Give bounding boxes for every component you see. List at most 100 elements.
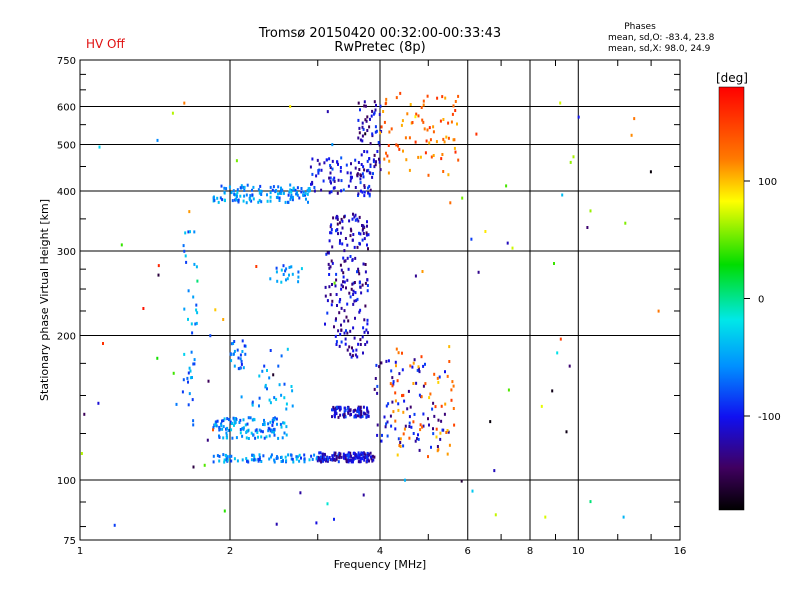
data-point-1341	[175, 402, 178, 406]
data-point-959	[335, 272, 338, 276]
data-point-847	[340, 306, 343, 310]
data-point-246	[358, 131, 361, 135]
data-point-391	[256, 431, 259, 434]
data-point-482	[298, 453, 301, 457]
data-point-458	[263, 423, 266, 427]
data-point-36	[242, 185, 245, 189]
data-point-229	[374, 108, 377, 112]
phase-o-mode-stats: mean, sd,O: -83.4, 23.8	[608, 33, 715, 43]
y-tick-label-4: 400	[57, 187, 76, 198]
data-point-596	[369, 451, 372, 455]
data-point-263	[375, 103, 377, 107]
data-point-261	[356, 173, 359, 177]
data-point-872	[366, 224, 368, 228]
phases-heading: Phases	[624, 22, 656, 32]
data-point-494	[251, 453, 254, 457]
data-point-708	[320, 460, 323, 464]
data-point-247	[379, 168, 382, 172]
data-point-1074	[422, 424, 425, 428]
data-point-471	[213, 423, 216, 427]
data-point-357	[397, 144, 399, 148]
data-point-1246	[275, 397, 278, 401]
data-point-1336	[268, 427, 271, 431]
data-point-139	[311, 172, 314, 176]
data-point-976	[330, 228, 333, 231]
data-point-461	[267, 429, 270, 433]
data-point-1078	[443, 412, 446, 416]
data-point-952	[331, 283, 333, 286]
data-point-23	[258, 191, 261, 195]
data-point-128	[233, 192, 236, 196]
data-point-1148	[194, 322, 197, 326]
data-point-1004	[415, 381, 418, 385]
data-point-1196	[230, 359, 233, 363]
data-point-192	[330, 190, 333, 194]
data-point-46	[243, 189, 246, 192]
data-point-650	[335, 454, 338, 458]
data-point-292	[388, 130, 391, 134]
data-point-344	[435, 140, 438, 144]
data-point-345	[447, 136, 450, 140]
data-point-998	[343, 309, 346, 313]
data-point-331	[385, 97, 388, 101]
data-point-1139	[428, 396, 431, 400]
data-point-469	[228, 418, 231, 421]
data-point-271	[366, 129, 369, 132]
data-point-511	[250, 458, 253, 462]
data-point-1129	[433, 372, 436, 376]
data-point-942	[367, 331, 369, 335]
data-point-77	[288, 190, 291, 194]
data-point-1176	[187, 317, 189, 321]
data-point-264	[373, 153, 376, 157]
data-point-1172	[193, 358, 196, 362]
data-point-11	[243, 194, 246, 198]
data-point-1006	[375, 363, 378, 367]
data-point-839	[348, 291, 351, 295]
data-point-773	[360, 413, 363, 417]
data-point-98	[235, 197, 237, 201]
data-point-875	[362, 326, 365, 330]
data-point-394	[222, 425, 225, 429]
data-point-35	[235, 193, 238, 197]
data-point-57	[242, 199, 245, 203]
data-point-259	[359, 173, 362, 177]
data-point-799	[357, 410, 360, 414]
data-point-980	[366, 289, 369, 293]
data-point-466	[269, 420, 272, 424]
data-point-717	[337, 415, 340, 419]
data-point-1	[309, 189, 311, 193]
data-point-491	[241, 458, 244, 462]
data-point-919	[366, 278, 369, 282]
data-point-148	[328, 176, 331, 180]
data-point-809	[336, 217, 339, 221]
data-point-1307	[461, 196, 464, 200]
colorbar-unit: [deg]	[716, 71, 748, 85]
data-point-999	[333, 325, 335, 329]
data-point-1198	[232, 352, 235, 356]
data-point-69	[302, 190, 305, 194]
data-point-1019	[439, 437, 442, 441]
data-point-193	[362, 175, 365, 179]
data-point-1054	[391, 376, 394, 380]
data-point-675	[351, 456, 354, 460]
data-point-210	[357, 192, 360, 196]
data-point-845	[351, 282, 354, 286]
y-axis-label: Stationary phase Virtual Height [km]	[38, 199, 51, 401]
data-point-816	[358, 310, 361, 314]
data-point-713	[331, 415, 333, 419]
data-point-163	[333, 179, 336, 183]
data-point-529	[315, 457, 318, 461]
data-point-697	[343, 456, 345, 460]
data-point-1244	[258, 374, 261, 378]
data-point-1121	[437, 448, 440, 452]
data-point-902	[350, 229, 353, 233]
data-point-954	[326, 251, 329, 255]
data-point-992	[356, 297, 359, 301]
data-point-657	[355, 455, 358, 459]
data-point-1033	[432, 432, 435, 436]
data-point-1007	[432, 427, 434, 431]
data-point-828	[341, 242, 344, 246]
data-point-309	[443, 140, 446, 144]
data-point-328	[432, 130, 435, 134]
data-point-1319	[326, 110, 329, 114]
